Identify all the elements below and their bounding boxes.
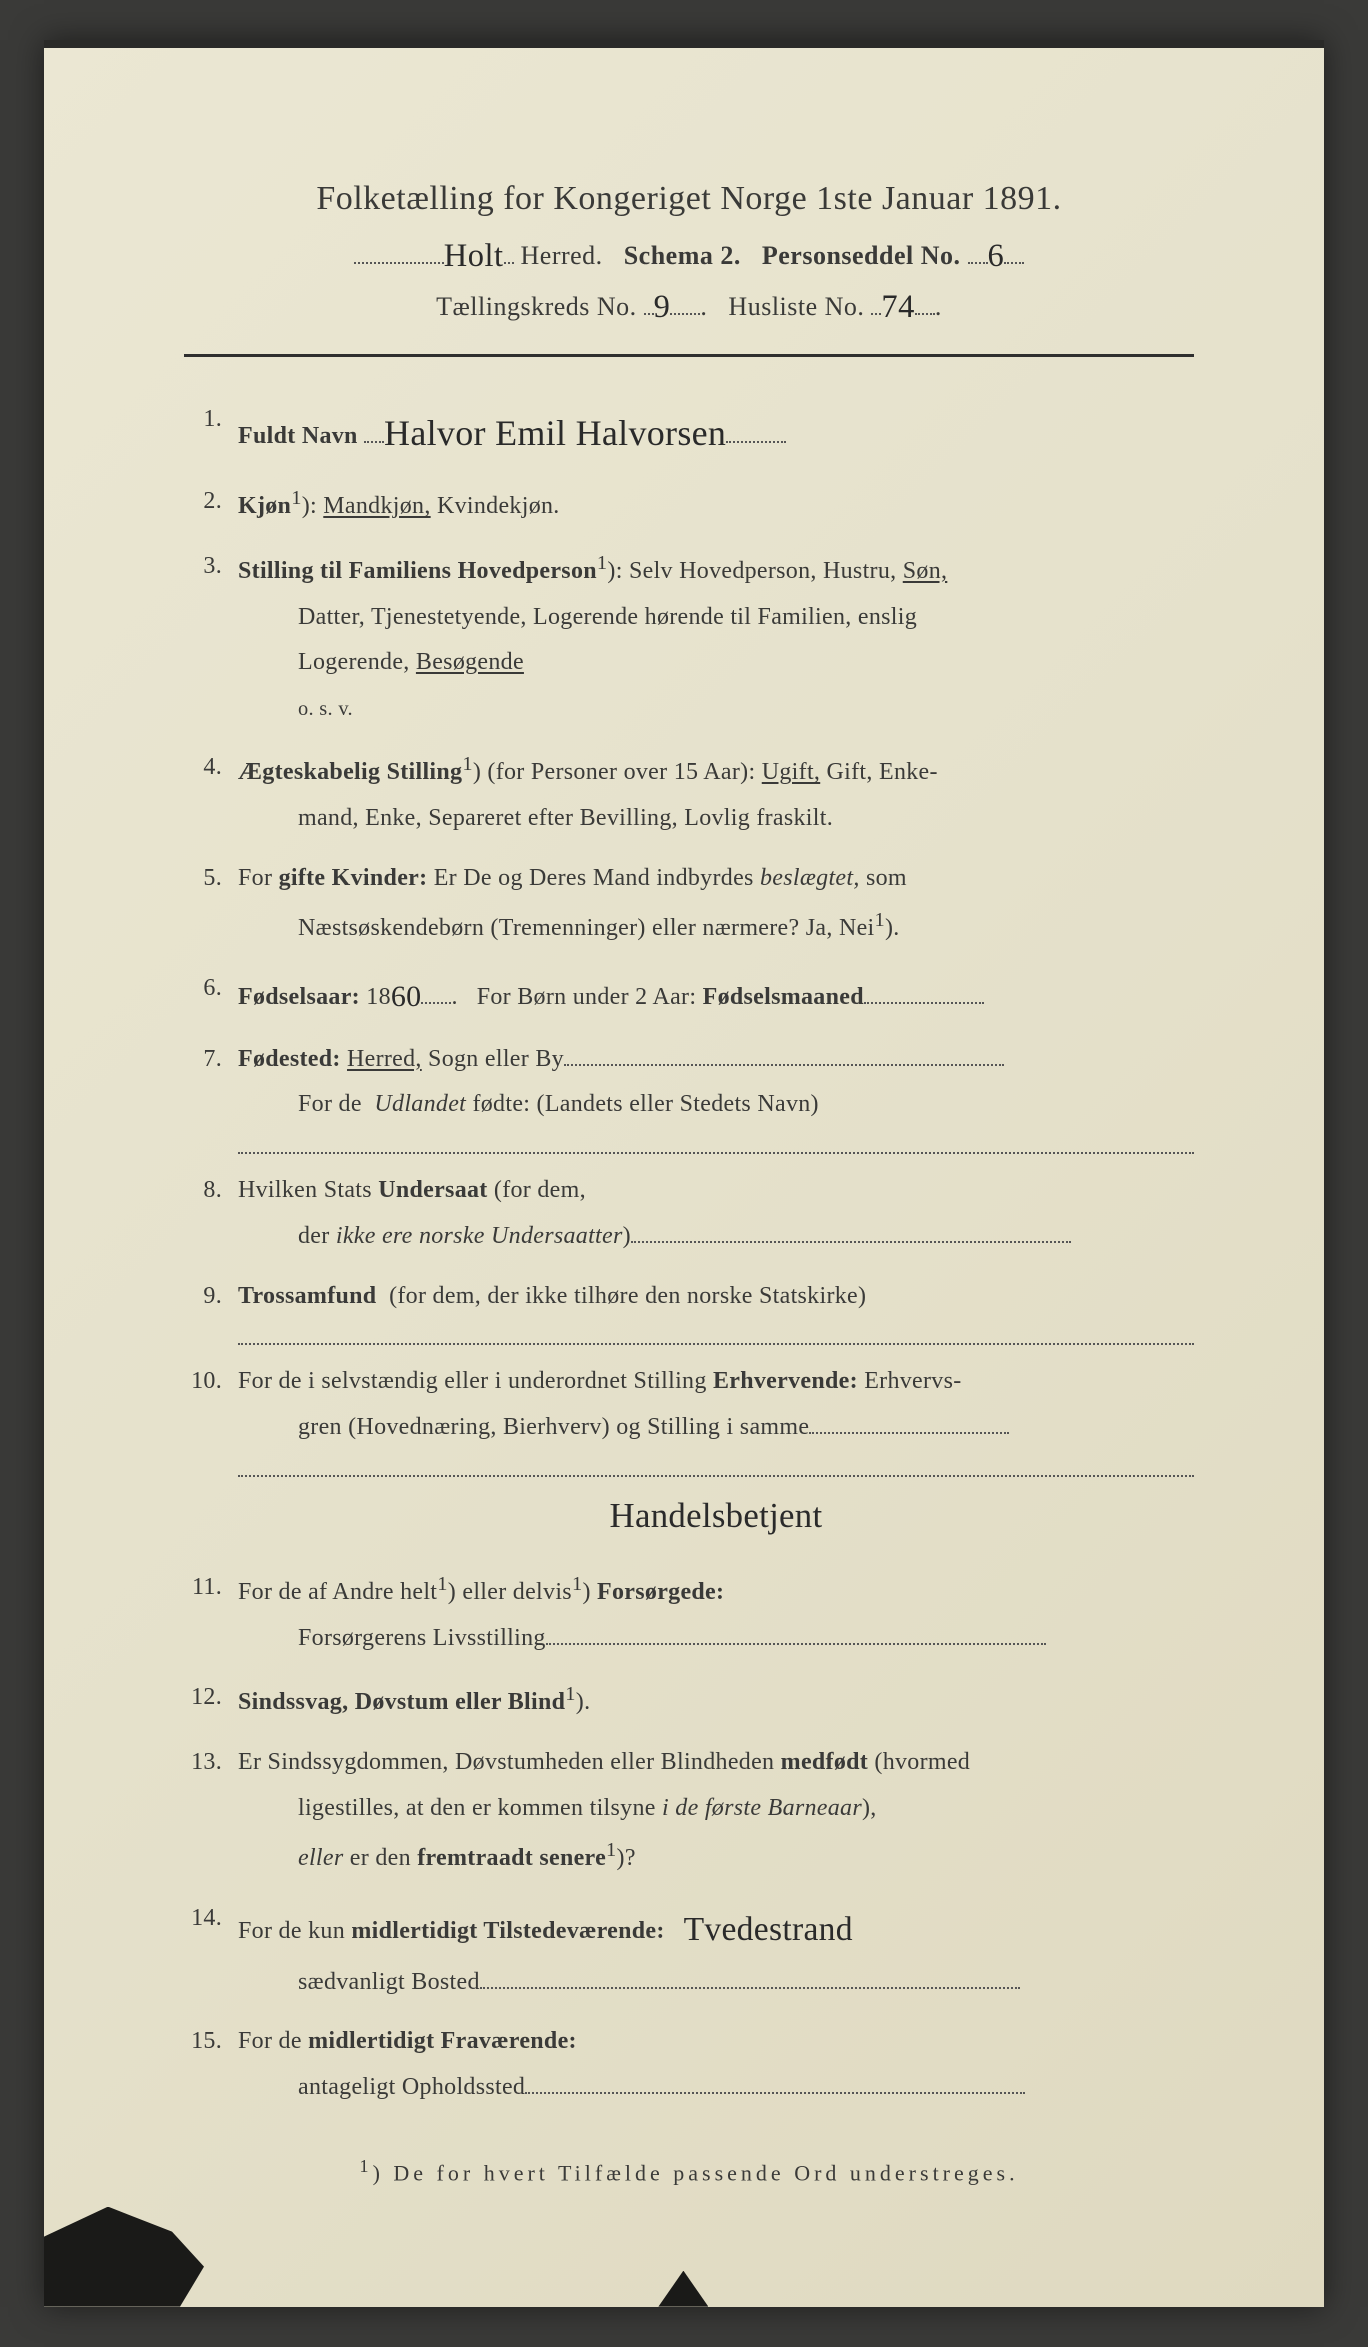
fullname-hw: Halvor Emil Halvorsen	[384, 413, 726, 453]
census-form-page: Folketælling for Kongeriget Norge 1ste J…	[44, 40, 1324, 2307]
q6: 6. Fødselsaar: 1860. For Børn under 2 Aa…	[184, 966, 1194, 1023]
form-header: Folketælling for Kongeriget Norge 1ste J…	[184, 180, 1194, 324]
header-line-3: Tællingskreds No. 9. Husliste No. 74.	[184, 287, 1194, 324]
personseddel-no-hw: 6	[988, 238, 1005, 274]
header-line-2: Holt Herred. Schema 2. Personseddel No. …	[184, 236, 1194, 273]
husliste-no-hw: 74	[881, 289, 915, 325]
q4: 4. Ægteskabelig Stilling1) (for Personer…	[184, 745, 1194, 841]
q2-selected: Mandkjøn,	[323, 493, 430, 519]
footnote: 1) De for hvert Tilfælde passende Ord un…	[184, 2156, 1194, 2186]
q11: 11. For de af Andre helt1) eller delvis1…	[184, 1565, 1194, 1661]
q7-blank-line	[238, 1128, 1194, 1154]
page-damage-mid	[658, 2271, 708, 2307]
q15: 15. For de midlertidigt Fraværende: anta…	[184, 2019, 1194, 2110]
birthyear-hw: 60	[391, 980, 422, 1013]
q13: 13. Er Sindssygdommen, Døvstumheden elle…	[184, 1740, 1194, 1882]
form-title: Folketælling for Kongeriget Norge 1ste J…	[184, 180, 1194, 218]
q5: 5. For gifte Kvinder: Er De og Deres Man…	[184, 856, 1194, 952]
q1: 1. Fuldt Navn Halvor Emil Halvorsen	[184, 397, 1194, 465]
residence-hw: Tvedestrand	[684, 1911, 853, 1948]
q3-selected-son: Søn,	[903, 558, 948, 584]
q3: 3. Stilling til Familiens Hovedperson1):…	[184, 544, 1194, 731]
kreds-no-hw: 9	[654, 289, 671, 325]
q9-blank-line	[238, 1319, 1194, 1345]
q8: 8. Hvilken Stats Undersaat (for dem, der…	[184, 1168, 1194, 1259]
herred-handwritten: Holt	[444, 238, 504, 274]
q14: 14. For de kun midlertidigt Tilstedevære…	[184, 1896, 1194, 2005]
q3-selected-bes: Besøgende	[416, 649, 524, 675]
q10: 10. For de i selvstændig eller i underor…	[184, 1359, 1194, 1551]
q7-selected: Herred,	[347, 1046, 422, 1072]
q9: 9. Trossamfund (for dem, der ikke tilhør…	[184, 1274, 1194, 1346]
q10-blank-line	[238, 1451, 1194, 1477]
q2: 2. Kjøn1): Mandkjøn, Kvindekjøn.	[184, 479, 1194, 530]
occupation-hw: Handelsbetjent	[610, 1496, 823, 1535]
page-damage-left	[44, 2207, 204, 2307]
question-list: 1. Fuldt Navn Halvor Emil Halvorsen 2. K…	[184, 397, 1194, 2110]
q12: 12. Sindssvag, Døvstum eller Blind1).	[184, 1675, 1194, 1726]
header-rule	[184, 354, 1194, 357]
q7: 7. Fødested: Herred, Sogn eller By For d…	[184, 1037, 1194, 1155]
q4-selected: Ugift,	[762, 759, 820, 785]
